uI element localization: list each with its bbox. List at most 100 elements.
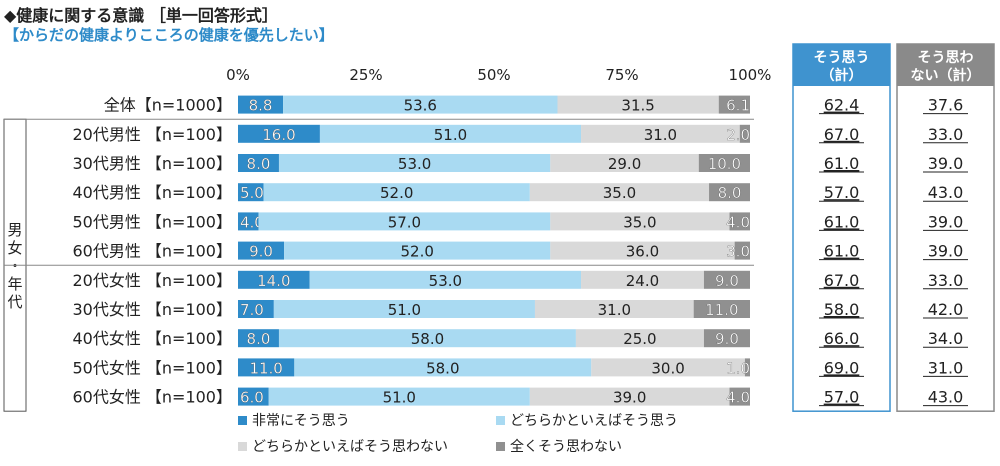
x-tick-label: 75% bbox=[605, 66, 638, 84]
bar-data-label: 58.0 bbox=[411, 330, 444, 348]
agree-total-header-line2: （計） bbox=[821, 67, 863, 84]
chart-subtitle: 【からだの健康よりこころの健康を優先したい】 bbox=[4, 26, 334, 44]
x-tick-label: 25% bbox=[349, 66, 382, 84]
bar-segment bbox=[698, 154, 750, 172]
disagree-total-column-border bbox=[896, 43, 995, 412]
group-label-char: 代 bbox=[7, 293, 22, 311]
legend-swatch bbox=[238, 416, 247, 425]
legend-swatch bbox=[496, 416, 505, 425]
bar-segment bbox=[258, 212, 551, 231]
agree-total-value: 66.0 bbox=[824, 329, 860, 348]
disagree-total-value: 39.0 bbox=[928, 242, 964, 261]
x-tick-label: 0% bbox=[226, 66, 250, 84]
legend-label: 非常にそう思う bbox=[252, 413, 350, 429]
category-label: 60代女性 【n=100】 bbox=[72, 388, 232, 407]
bar-segment bbox=[238, 124, 320, 143]
bar-data-label: 9.0 bbox=[249, 243, 273, 261]
bar-segment bbox=[238, 241, 285, 260]
bar-segment bbox=[581, 270, 704, 289]
bar-segment bbox=[734, 241, 750, 260]
agree-total-header-line1: そう思う bbox=[814, 50, 870, 66]
group-label-char: 女 bbox=[7, 239, 22, 257]
agree-total-value: 67.0 bbox=[824, 271, 860, 290]
bar-segment bbox=[273, 300, 535, 318]
bar-data-label: 9.0 bbox=[715, 330, 739, 348]
bar-segment bbox=[238, 300, 274, 318]
bar-segment bbox=[263, 183, 530, 202]
agree-total-column-border bbox=[792, 43, 891, 412]
bar-segment bbox=[718, 95, 750, 114]
category-label: 40代女性 【n=100】 bbox=[72, 329, 232, 348]
bar-segment bbox=[238, 358, 295, 377]
bar-segment bbox=[278, 154, 551, 172]
category-label: 50代男性 【n=100】 bbox=[72, 212, 232, 231]
bar-data-label: 31.0 bbox=[598, 301, 631, 319]
agree-total-value: 57.0 bbox=[824, 388, 860, 407]
bar-segment bbox=[284, 241, 551, 260]
agree-total-value: 67.0 bbox=[824, 125, 860, 144]
disagree-total-value: 33.0 bbox=[928, 271, 964, 290]
bar-data-label: 53.0 bbox=[398, 155, 431, 173]
disagree-total-value: 43.0 bbox=[928, 388, 964, 407]
disagree-total-header-line2: ない（計） bbox=[911, 67, 981, 84]
bar-data-label: 8.0 bbox=[718, 184, 742, 202]
bar-segment bbox=[693, 300, 750, 318]
bar-data-label: 52.0 bbox=[400, 243, 433, 261]
group-label-char: ・ bbox=[7, 257, 22, 275]
disagree-total-value: 42.0 bbox=[928, 300, 964, 319]
disagree-total-value: 43.0 bbox=[928, 183, 964, 202]
bar-data-label: 7.0 bbox=[240, 301, 264, 319]
bar-segment bbox=[709, 183, 750, 202]
bar-segment bbox=[557, 95, 719, 114]
disagree-total-header-bg bbox=[897, 44, 994, 86]
bar-segment bbox=[581, 124, 740, 143]
bar-data-label: 31.0 bbox=[644, 126, 677, 144]
category-label: 全体【n=1000】 bbox=[104, 96, 232, 115]
bar-data-label: 35.0 bbox=[603, 184, 636, 202]
legend-label: 全くそう思わない bbox=[510, 438, 622, 455]
bar-segment bbox=[319, 124, 582, 143]
bar-data-label: 6.0 bbox=[240, 389, 264, 407]
chart-title: ◆健康に関する意識 ［単一回答形式］ bbox=[4, 6, 278, 25]
category-label: 50代女性 【n=100】 bbox=[72, 358, 232, 377]
bar-data-label: 53.6 bbox=[404, 97, 437, 115]
bar-data-label: 51.0 bbox=[383, 389, 416, 407]
bar-data-label: 57.0 bbox=[388, 213, 421, 231]
bar-data-label: 11.0 bbox=[705, 301, 738, 319]
bar-segment bbox=[238, 183, 264, 202]
disagree-total-value: 34.0 bbox=[928, 329, 964, 348]
bar-segment bbox=[534, 300, 694, 318]
agree-total-value: 57.0 bbox=[824, 183, 860, 202]
bar-data-label: 58.0 bbox=[426, 359, 459, 377]
bar-data-label: 29.0 bbox=[608, 155, 641, 173]
bar-data-label: 51.0 bbox=[388, 301, 421, 319]
bar-data-label: 51.0 bbox=[434, 126, 467, 144]
bar-data-label: 31.5 bbox=[621, 97, 654, 115]
legend-label: どちらかといえばそう思わない bbox=[252, 439, 448, 455]
category-label: 60代男性 【n=100】 bbox=[72, 242, 232, 261]
bar-segment bbox=[238, 154, 279, 172]
category-label: 20代女性 【n=100】 bbox=[72, 271, 232, 290]
bar-data-label: 52.0 bbox=[380, 184, 413, 202]
bar-data-label: 9.0 bbox=[715, 272, 739, 290]
agree-total-header-bg bbox=[793, 44, 890, 86]
disagree-total-value: 39.0 bbox=[928, 154, 964, 173]
legend-swatch bbox=[496, 442, 505, 451]
bar-segment bbox=[744, 358, 750, 377]
agree-total-value: 61.0 bbox=[824, 154, 860, 173]
agree-total-value: 58.0 bbox=[824, 300, 860, 319]
bar-data-label: 24.0 bbox=[626, 272, 659, 290]
category-label: 20代男性 【n=100】 bbox=[72, 125, 232, 144]
disagree-total-value: 37.6 bbox=[928, 96, 964, 115]
bar-data-label: 35.0 bbox=[623, 213, 656, 231]
bar-data-label: 6.1 bbox=[726, 97, 750, 115]
disagree-total-header-line1: そう思わ bbox=[918, 50, 974, 66]
category-label: 40代男性 【n=100】 bbox=[72, 183, 232, 202]
bar-data-label: 4.0 bbox=[726, 389, 750, 407]
disagree-total-value: 33.0 bbox=[928, 125, 964, 144]
bar-data-label: 16.0 bbox=[262, 126, 295, 144]
bar-data-label: 4.0 bbox=[240, 213, 264, 231]
bar-segment bbox=[529, 183, 710, 202]
agree-total-value: 62.4 bbox=[824, 96, 860, 115]
